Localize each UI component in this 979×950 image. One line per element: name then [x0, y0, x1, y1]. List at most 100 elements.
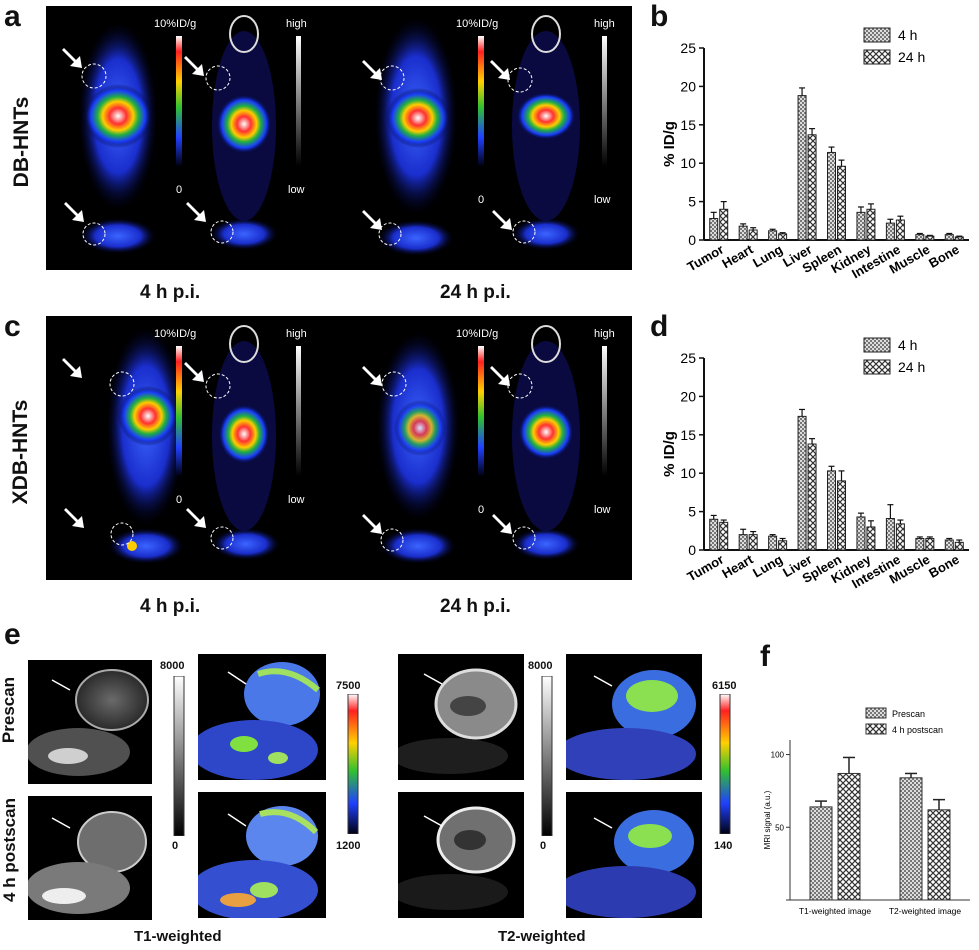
y-tick-label: 15 [680, 427, 696, 443]
bar [954, 236, 964, 241]
bar [748, 229, 758, 241]
y-tick-label: 15 [680, 117, 696, 133]
y-axis-title: MRI signal (a.u.) [763, 790, 772, 849]
bar [709, 518, 719, 551]
bar [797, 95, 807, 241]
pet-scale-max-4h-c: 10%ID/g [154, 328, 197, 340]
bar [738, 534, 748, 551]
legend-swatch [863, 27, 891, 43]
legend-swatch [865, 723, 887, 735]
bar [925, 537, 935, 551]
t2-gray-scale [541, 676, 553, 836]
legend-swatch [865, 707, 887, 719]
bar [837, 480, 846, 551]
t1-color-scale-min: 1200 [336, 840, 361, 852]
caption-t2-weighted: T2-weighted [498, 928, 586, 945]
ct-scale-high-24h: high [594, 18, 615, 30]
y-tick-label: 10 [680, 465, 696, 481]
ct-scale-high-4h-c: high [286, 328, 307, 340]
bar [895, 523, 905, 551]
bar [807, 443, 817, 551]
legend-swatch [863, 359, 891, 375]
mri-t2-prescan-color [566, 654, 702, 780]
y-tick-label: 5 [688, 504, 696, 520]
t2-gray-scale-min: 0 [540, 840, 547, 852]
bar [738, 225, 748, 241]
t2-color-scale-max: 6150 [712, 680, 737, 692]
t1-color-scale-max: 7500 [336, 680, 361, 692]
legend-label: 4 h [898, 337, 917, 353]
bar [899, 777, 923, 901]
bar [944, 234, 954, 241]
bar [885, 518, 895, 551]
bar [856, 516, 866, 551]
y-tick-label: 20 [680, 388, 696, 404]
bar [768, 535, 778, 551]
bar [954, 541, 964, 551]
x-tick-label: T1-weighted image [799, 906, 872, 916]
pet-scan-graphics-c [62, 325, 607, 564]
row-label-4h-postscan: 4 h postscan [0, 798, 19, 902]
pet-scan-graphics-a [62, 15, 607, 256]
y-tick-label: 25 [680, 40, 696, 56]
bar [809, 806, 833, 901]
bar [856, 211, 866, 241]
mri-t1-postscan-gray [28, 796, 152, 920]
bar [778, 540, 788, 551]
row-label-xdb-hnts: XDB-HNTs [9, 399, 32, 505]
row-label-prescan: Prescan [0, 676, 18, 744]
caption-24h-c: 24 h p.i. [440, 596, 511, 617]
mri-t2-prescan-gray [398, 654, 524, 780]
pet-scale-min-4h: 0 [176, 184, 183, 196]
x-tick-label: Bone [926, 242, 962, 271]
legend-label: 4 h [898, 27, 917, 43]
legend-swatch [863, 49, 891, 65]
bar [927, 809, 951, 901]
ct-scale-low-4h: low [288, 184, 305, 196]
bar-chart-f: 50 100 MRI signal (a.u.) T1-weighted image T… [763, 707, 970, 916]
bar [837, 165, 846, 241]
bar [925, 235, 935, 241]
ct-scale-low-24h-c: low [594, 504, 611, 516]
y-tick-label: 100 [771, 751, 785, 760]
bar [915, 234, 925, 241]
y-tick-label: 0 [688, 232, 696, 248]
x-tick-label: Lung [750, 552, 785, 581]
bar [719, 208, 729, 241]
pet-image-panel-c: 10%ID/g 0 high low 10%ID/g 0 high low [46, 316, 632, 580]
pet-scale-min-24h: 0 [478, 194, 485, 206]
t1-gray-scale-min: 0 [172, 840, 179, 852]
bar [748, 534, 758, 551]
bar [827, 470, 836, 551]
y-axis-title: % ID/g [661, 121, 678, 167]
pet-scale-max-4h: 10%ID/g [154, 18, 197, 30]
bar [837, 772, 861, 901]
bar [944, 539, 954, 551]
y-tick-label: 50 [775, 823, 784, 832]
bar [885, 222, 895, 241]
ct-scale-low-4h-c: low [288, 494, 305, 506]
caption-t1-weighted: T1-weighted [134, 928, 222, 945]
ct-scale-high-24h-c: high [594, 328, 615, 340]
pet-scale-max-24h-c: 10%ID/g [456, 328, 499, 340]
bar [709, 217, 719, 241]
bar [866, 208, 876, 241]
pet-image-panel-a: 10%ID/g 0 high low 10%ID/g 0 high low [46, 6, 632, 270]
x-tick-label: Bone [926, 552, 962, 581]
caption-4h-c: 4 h p.i. [140, 596, 201, 617]
panel-letter-d: d [650, 310, 669, 343]
y-tick-label: 0 [688, 542, 696, 558]
bar [895, 219, 905, 241]
bar [719, 521, 729, 551]
y-tick-label: 10 [680, 155, 696, 171]
pet-scale-min-4h-c: 0 [176, 494, 183, 506]
pet-scale-max-24h: 10%ID/g [456, 18, 499, 30]
legend-label: 24 h [898, 359, 925, 375]
x-tick-label: Lung [750, 242, 785, 271]
ct-scale-high-4h: high [286, 18, 307, 30]
panel-letter-b: b [650, 0, 669, 33]
t2-gray-scale-max: 8000 [528, 660, 553, 672]
y-tick-label: 20 [680, 78, 696, 94]
